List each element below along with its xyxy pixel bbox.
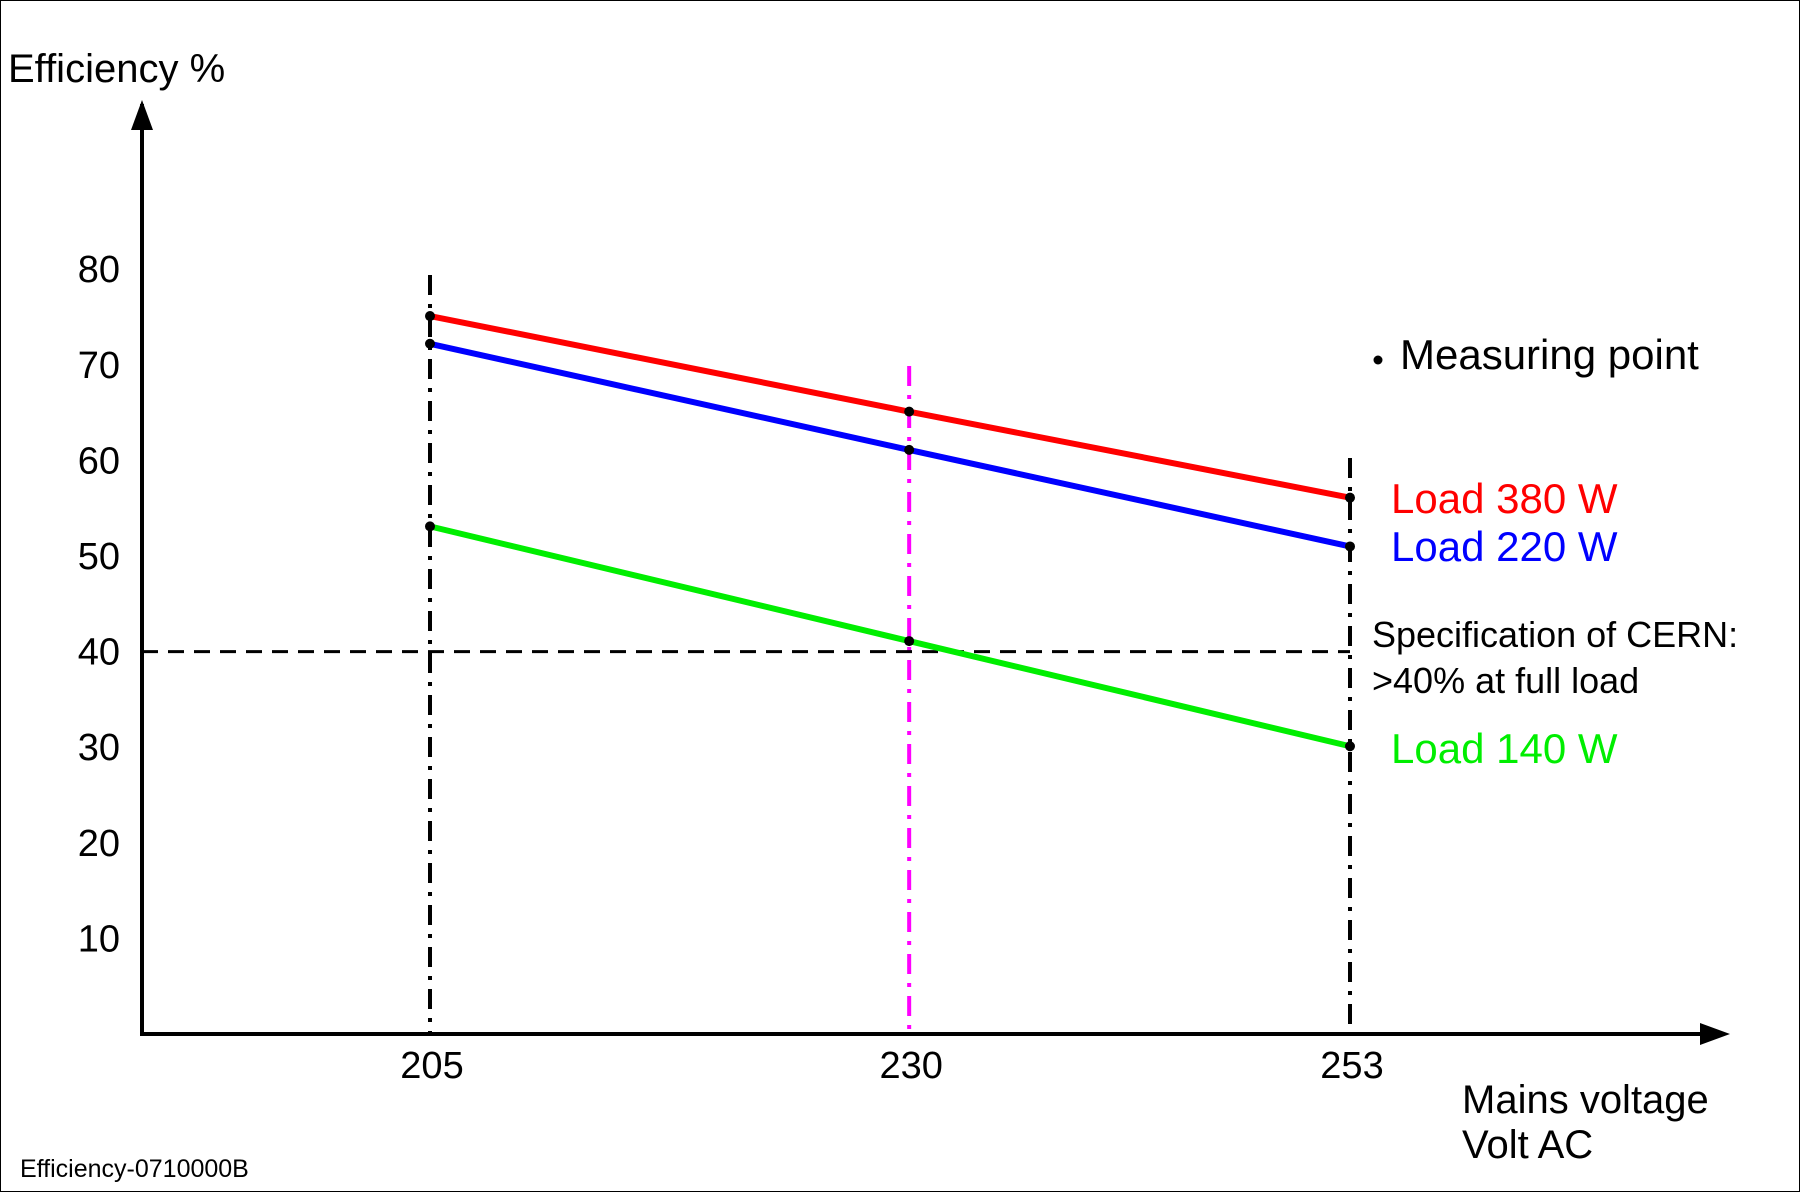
- y-tick-50: 50: [78, 536, 120, 578]
- series-line-0: [429, 313, 1351, 501]
- x-tick-205: 205: [400, 1045, 463, 1087]
- data-point-1-0: [425, 338, 435, 349]
- spec-note-line1: Specification of CERN:: [1372, 614, 1738, 655]
- series-line-2: [429, 523, 1351, 750]
- spec-note-line2: >40% at full load: [1372, 660, 1639, 701]
- series-group: [429, 313, 1351, 750]
- series-line-1: [429, 340, 1351, 550]
- x-tick-labels: 205 230 253: [400, 1045, 1383, 1087]
- legend-label-0: Load 380 W: [1391, 475, 1618, 522]
- y-tick-70: 70: [78, 345, 120, 387]
- y-tick-20: 20: [78, 823, 120, 865]
- y-tick-80: 80: [78, 249, 120, 291]
- measuring-point-legend-marker: [1373, 355, 1383, 365]
- x-axis-title-line1: Mains voltage: [1462, 1078, 1709, 1122]
- data-point-1-2: [1345, 541, 1355, 552]
- data-point-0-0: [425, 311, 435, 322]
- measuring-points: [425, 311, 1355, 752]
- data-point-1-1: [904, 444, 915, 455]
- legend-label-2: Load 140 W: [1391, 725, 1618, 772]
- x-tick-253: 253: [1320, 1045, 1383, 1087]
- data-point-2-1: [904, 636, 915, 647]
- legend-label-1: Load 220 W: [1391, 523, 1618, 570]
- y-axis-arrow-icon: [131, 100, 153, 130]
- x-axis-title-line2: Volt AC: [1462, 1123, 1593, 1167]
- voltage-guide-lines: [428, 275, 1352, 1034]
- data-point-2-0: [425, 521, 435, 532]
- y-tick-60: 60: [78, 440, 120, 482]
- data-point-0-2: [1345, 492, 1355, 503]
- y-tick-10: 10: [78, 918, 120, 960]
- data-point-2-2: [1345, 741, 1355, 752]
- y-axis-title: Efficiency %: [8, 47, 225, 91]
- x-tick-230: 230: [879, 1045, 942, 1087]
- x-axis-arrow-icon: [1700, 1023, 1730, 1045]
- figure-code: Efficiency-0710000B: [20, 1155, 249, 1183]
- data-point-0-1: [904, 406, 915, 417]
- y-tick-40: 40: [78, 632, 120, 674]
- y-tick-labels: 10 20 30 40 50 60 70 80: [78, 249, 120, 960]
- y-tick-30: 30: [78, 727, 120, 769]
- measuring-point-legend-label: Measuring point: [1400, 331, 1699, 378]
